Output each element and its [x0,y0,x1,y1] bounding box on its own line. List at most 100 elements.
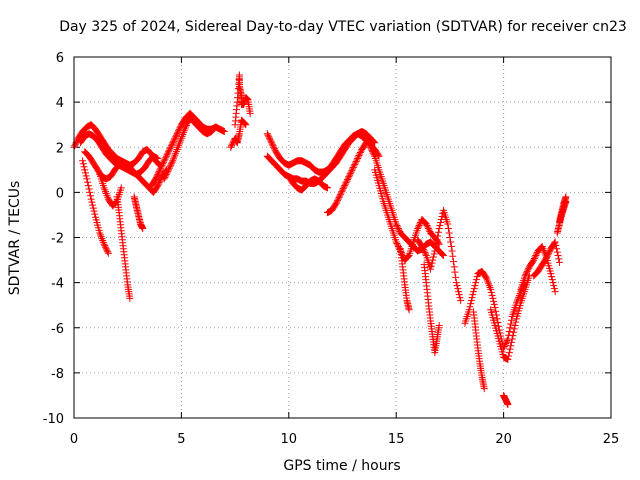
y-axis-title: SDTVAR / TECUs [7,181,23,296]
data-point [84,178,92,186]
data-point [240,119,248,127]
x-tick-label: 15 [388,432,405,447]
data-point [394,224,402,232]
data-point [79,157,87,165]
data-point [102,243,110,251]
data-point [264,131,272,139]
data-point [488,291,496,299]
data-point [435,321,443,329]
data-point [165,166,173,174]
data-point [511,321,519,329]
data-point [356,149,364,157]
data-point [392,238,400,246]
data-point [416,220,424,228]
data-point [543,252,551,260]
data-point [161,155,169,163]
data-point [103,246,111,254]
data-point [454,285,462,293]
data-point [267,137,275,145]
data-point [168,140,176,148]
data-point [354,155,362,163]
data-point [333,197,341,205]
data-point [492,307,500,315]
data-point [154,170,162,178]
data-point [353,156,361,164]
data-point [341,182,349,190]
data-point [434,228,442,236]
data-point [171,134,179,142]
data-point [429,256,437,264]
data-point [545,249,553,257]
data-point [333,198,341,206]
data-point [152,173,160,181]
data-point [507,320,515,328]
data-point [155,167,163,175]
data-point [335,194,343,202]
data-point [346,170,354,178]
data-point [435,240,443,248]
data-point [173,130,181,138]
data-point [504,355,512,363]
data-point [433,236,441,244]
data-point [100,240,108,248]
axes: -10 -8 -6 -4 -2 0 2 4 6 0 5 10 15 20 25 [43,51,620,447]
data-point [349,165,357,173]
data-point [228,142,236,150]
data-point [507,316,515,324]
data-point [348,167,356,175]
data-point [89,201,97,209]
data-point [152,175,160,183]
data-point [480,385,488,393]
data-point [166,145,174,153]
data-point [344,174,352,182]
data-point [338,188,346,196]
data-point [489,294,497,302]
data-point [505,352,513,360]
data-point [160,158,167,166]
data-point [371,139,379,147]
data-point [394,223,402,231]
data-point [472,279,480,287]
data-point [81,166,89,174]
data-point [182,123,190,131]
data-point [438,212,446,220]
data-point [369,149,377,157]
data-point [468,294,476,302]
data-point [404,252,412,260]
data-point [470,285,478,293]
data-point [82,172,90,180]
data-point [562,193,570,201]
data-point [341,180,349,188]
data-point [545,248,553,256]
data-point [524,266,532,274]
data-point [368,146,376,154]
data-point [490,297,498,305]
data-point [370,138,378,146]
data-point [547,270,555,278]
data-point [487,288,495,296]
data-point [465,306,473,314]
data-point [523,269,531,277]
data-point [351,159,359,167]
x-tick-label: 20 [495,432,512,447]
data-point [482,273,490,281]
data-point [366,143,374,151]
data-point [162,170,170,178]
data-point [117,184,125,192]
data-point [90,207,98,215]
y-tick-label: 4 [56,96,64,111]
data-point [395,244,403,252]
data-point [522,270,530,278]
data-point [493,315,501,323]
data-point [167,161,175,169]
data-point [170,136,178,144]
data-point [345,173,353,181]
data-point [550,282,558,290]
data-point [446,234,454,241]
data-point [172,131,180,139]
data-point [553,248,561,256]
data-point [269,142,277,150]
data-point [183,120,191,128]
data-point [469,291,477,299]
data-point [184,118,192,126]
